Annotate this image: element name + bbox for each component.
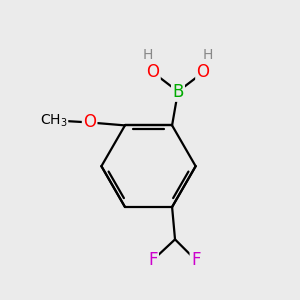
Text: O: O [83, 113, 96, 131]
Text: H: H [203, 48, 214, 62]
Text: O: O [196, 63, 209, 81]
Text: F: F [191, 251, 200, 269]
Text: O: O [146, 63, 159, 81]
Text: B: B [172, 82, 184, 100]
Text: F: F [148, 251, 158, 269]
Text: H: H [142, 48, 153, 62]
Text: CH$_3$: CH$_3$ [40, 113, 68, 129]
